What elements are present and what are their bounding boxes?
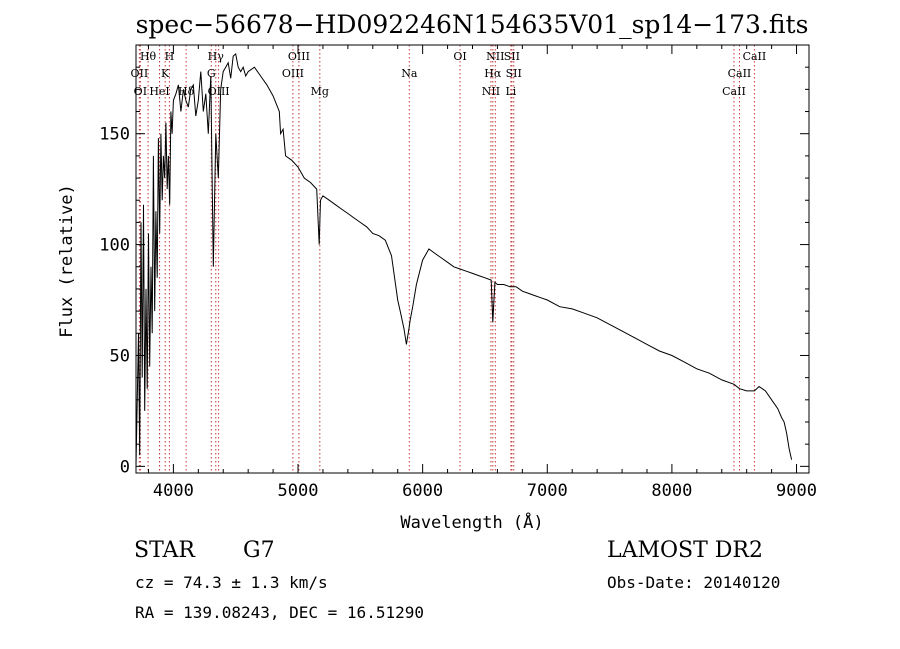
y-tick-label: 50 (110, 346, 130, 366)
object-subclass: G7 (243, 538, 275, 563)
spectral-line-label: Li (505, 85, 516, 98)
spectral-line-label: CaII (722, 85, 746, 98)
spectral-line-label: SII (506, 67, 522, 80)
coordinates-readout: RA = 139.08243, DEC = 16.51290 (135, 603, 424, 622)
x-tick-label: 5000 (278, 481, 319, 501)
spectral-line-label: OI (453, 50, 466, 63)
x-tick-label: 7000 (527, 481, 568, 501)
spectral-line-label: NII (482, 85, 500, 98)
spectral-line-label: Na (401, 67, 418, 80)
spectral-line-label: Mg (311, 85, 329, 98)
spectral-line-label: HeI (149, 85, 169, 98)
spectral-line-label: OI (134, 85, 147, 98)
observation-date: Obs-Date: 20140120 (607, 573, 781, 592)
y-axis-ticks: 0 50 100 150 (99, 66, 809, 477)
spectral-line-label: SII (504, 50, 520, 63)
x-tick-label: 9000 (776, 481, 817, 501)
chart-title: spec−56678−HD092246N154635V01_sp14−173.f… (136, 10, 809, 39)
spectral-line-label: CaII (743, 50, 767, 63)
plot-frame (135, 44, 810, 474)
y-tick-label: 100 (99, 236, 130, 256)
x-axis-ticks: 4000 5000 6000 7000 8000 9000 (147, 45, 817, 501)
spectrum-line (135, 52, 793, 467)
spectral-line-label: OIII (282, 67, 304, 80)
spectral-line-label: K (161, 67, 170, 80)
spectral-line-label: OIII (288, 50, 310, 63)
survey-name: LAMOST DR2 (607, 538, 763, 563)
spectral-line-label: Hθ (140, 50, 157, 63)
object-class: STAR (134, 538, 195, 563)
spectral-line-label: CaII (728, 67, 752, 80)
spectral-line-label: Hγ (208, 50, 225, 63)
spectral-line-label: OII (131, 67, 149, 80)
spectral-line-label: OIII (208, 85, 230, 98)
y-axis-label: Flux (relative) (57, 184, 77, 338)
spectral-line-label: NII (486, 50, 504, 63)
x-tick-label: 4000 (153, 481, 194, 501)
y-tick-label: 0 (120, 457, 130, 477)
x-axis-label: Wavelength (Å) (400, 511, 543, 533)
x-tick-label: 8000 (651, 481, 692, 501)
redshift-readout: cz = 74.3 ± 1.3 km/s (135, 573, 328, 592)
spectral-line-label: Hα (484, 67, 502, 80)
spectral-line-label: H (165, 50, 175, 63)
spectral-line-label: G (207, 67, 216, 80)
y-tick-label: 150 (99, 125, 130, 145)
spectral-line-markers (138, 45, 755, 473)
x-tick-label: 6000 (402, 481, 443, 501)
